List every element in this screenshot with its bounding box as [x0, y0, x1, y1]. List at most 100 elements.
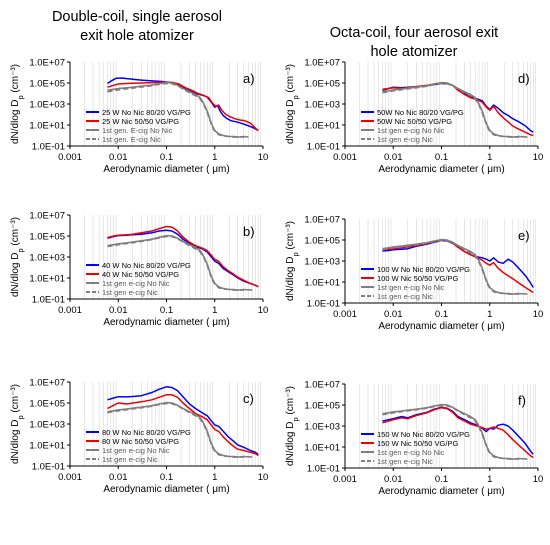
panel-c-x-axis-label: Aerodynamic diameter ( μm) [103, 484, 229, 495]
panel-f-y-tick-label: 1.0E+07 [304, 380, 340, 391]
panel-b-legend-label: 40 W No Nic 80/20 VG/PG [102, 261, 191, 270]
panel-a-y-tick-label: 1.0E+07 [29, 58, 65, 69]
panel-b-y-tick-label: 1.0E+03 [29, 253, 65, 264]
left-column-title: Double-coil, single aerosol exit hole at… [6, 8, 268, 46]
panel-a-legend-label: 1st gen. E-cig No Nic [102, 126, 173, 135]
panel-d-series-line-4 [382, 82, 519, 138]
panel-b-y-axis-label-main: dN/dlog D [10, 253, 21, 297]
panel-d-letter: d) [518, 71, 530, 86]
panel-d-x-tick-label: 0.001 [333, 152, 357, 163]
panel-f-legend-label: 1st gen e-cig No Nic [377, 448, 445, 457]
panel-e-letter: e) [518, 228, 530, 243]
panel-e-x-tick-label: 10 [533, 309, 544, 320]
panel-e-x-tick-label: 0.01 [384, 309, 403, 320]
panel-b-y-tick-label: 1.0E+01 [29, 274, 65, 285]
panel-e-series-line-2 [382, 239, 534, 294]
panel-e-x-tick-label: 0.1 [435, 309, 448, 320]
panel-a-y-tick-label: 1.0E+05 [29, 79, 65, 90]
panel-c-series-line-2 [107, 394, 259, 457]
panel-e-y-axis-label-subscript: p [291, 252, 300, 256]
panel-d-y-tick-label: 1.0E+03 [304, 100, 340, 111]
panel-c-legend-label: 1st gen e-cig No Nic [102, 446, 170, 455]
panel-d-y-axis-label: dN/dlog Dp (cm⁻³) [285, 64, 300, 144]
panel-b-x-tick-label: 0.01 [109, 305, 128, 316]
panel-a-x-axis-label: Aerodynamic diameter ( μm) [103, 164, 229, 175]
panel-a-letter: a) [243, 71, 255, 86]
panel-d-legend-label: 1st gen e-cig No Nic [377, 126, 445, 135]
panel-b-y-tick-label: 1.0E-01 [32, 295, 65, 306]
panel-f-series-line-4 [382, 404, 519, 460]
panel-f-y-axis-label-subscript: p [291, 417, 300, 421]
panel-f-series-line-2 [382, 406, 534, 459]
panel-a-x-tick-label: 0.01 [109, 152, 128, 163]
panel-f-legend-label: 1st gen e-cig Nic [377, 457, 433, 466]
panel-b-series-line-4 [107, 235, 244, 291]
panel-c-y-tick-label: 1.0E-01 [32, 462, 65, 473]
panel-b-x-axis-label: Aerodynamic diameter ( μm) [103, 317, 229, 328]
panel-b-x-tick-label: 1 [212, 305, 217, 316]
panel-c-letter: c) [243, 391, 254, 406]
panel-c-legend-label: 80 W No Nic 80/20 VG/PG [102, 428, 191, 437]
panel-e-y-tick-label: 1.0E+07 [304, 215, 340, 226]
panel-d-y-axis-label-main: dN/dlog D [285, 100, 296, 144]
panel-e-x-tick-label: 1 [487, 309, 492, 320]
panel-f-x-axis-label: Aerodynamic diameter ( μm) [378, 486, 504, 497]
panel-b-y-axis-label-unit: (cm⁻³) [10, 217, 21, 248]
panel-e-legend-label: 1st gen e-cig Nic [377, 292, 433, 301]
panel-c-series-line-1 [107, 386, 259, 456]
panel-e-y-axis-label-unit: (cm⁻³) [285, 221, 296, 252]
panel-b-x-tick-label: 0.001 [58, 305, 82, 316]
panel-e-y-axis-label: dN/dlog Dp (cm⁻³) [285, 221, 300, 301]
panel-f-y-axis-label-main: dN/dlog D [285, 422, 296, 466]
panel-c-x-tick-label: 0.001 [58, 472, 82, 483]
right-column-title-line-1: Octa-coil, four aerosol exit [329, 25, 499, 41]
panel-a-y-axis-label-unit: (cm⁻³) [10, 64, 21, 95]
panel-a-x-tick-label: 1 [212, 152, 217, 163]
panel-a-legend-label: 25 W No Nic 80/20 VG/PG [102, 108, 191, 117]
panel-a: 1.0E-01 1.0E+01 1.0E+03 1.0E+05 1.0E+07 0.001… [10, 58, 268, 176]
panel-e-legend-label: 100 W No Nic 80/20 VG/PG [377, 265, 470, 274]
panel-f: 1.0E-01 1.0E+01 1.0E+03 1.0E+05 1.0E+07 0.001… [285, 380, 543, 498]
panel-a-y-axis-label-main: dN/dlog D [10, 100, 21, 144]
panel-d-x-tick-label: 1 [487, 152, 492, 163]
panel-f-y-tick-label: 1.0E-01 [307, 464, 340, 475]
panel-a-x-tick-label: 0.1 [160, 152, 173, 163]
panel-d-legend-label: 50W No Nic 80/20 VG/PG [377, 108, 464, 117]
panel-f-letter: f) [518, 393, 526, 408]
panel-e-x-axis-label: Aerodynamic diameter ( μm) [378, 321, 504, 332]
left-column-title-line-1: Double-coil, single aerosol [51, 9, 223, 25]
panel-d-x-tick-label: 0.1 [435, 152, 448, 163]
panel-b-y-axis-label-subscript: p [16, 248, 25, 252]
panel-a-y-tick-label: 1.0E-01 [32, 142, 65, 153]
panel-a-legend-label: 1st gen. E-cig Nic [102, 135, 161, 144]
panel-a-x-tick-label: 0.001 [58, 152, 82, 163]
panel-d-x-tick-label: 10 [533, 152, 544, 163]
panel-e-y-tick-label: 1.0E+05 [304, 236, 340, 247]
panel-e-x-tick-label: 0.001 [333, 309, 357, 320]
panel-e-y-tick-label: 1.0E+03 [304, 257, 340, 268]
panel-d-x-tick-label: 0.01 [384, 152, 403, 163]
panel-b-x-tick-label: 10 [258, 305, 269, 316]
panel-b-legend-label: 40 W Nic 50/50 VG/PG [102, 270, 179, 279]
panel-c-y-axis-label: dN/dlog Dp (cm⁻³) [10, 384, 25, 464]
panel-f-x-tick-label: 0.001 [333, 474, 357, 485]
panel-e-legend-label: 1st gen e-cig No Nic [377, 283, 445, 292]
panel-b-y-tick-label: 1.0E+07 [29, 211, 65, 222]
panel-d-x-axis-label: Aerodynamic diameter ( μm) [378, 164, 504, 175]
panel-b-legend-label: 1st gen e-cig Nic [102, 288, 158, 297]
panel-d-y-axis-label-unit: (cm⁻³) [285, 64, 296, 95]
panel-d-y-tick-label: 1.0E+05 [304, 79, 340, 90]
panel-a-y-tick-label: 1.0E+01 [29, 121, 65, 132]
panel-d-y-axis-label-subscript: p [291, 95, 300, 99]
panel-c-x-tick-label: 1 [212, 472, 217, 483]
panel-d-legend-label: 50W Nic 50/50 VG/PG [377, 117, 452, 126]
panel-b-letter: b) [243, 224, 255, 239]
panel-a-series-line-2 [107, 81, 259, 132]
panel-d: 1.0E-01 1.0E+01 1.0E+03 1.0E+05 1.0E+07 0.001… [285, 58, 543, 176]
panel-c-y-axis-label-unit: (cm⁻³) [10, 384, 21, 415]
panel-f-y-axis-label-unit: (cm⁻³) [285, 386, 296, 417]
panel-c: 1.0E-01 1.0E+01 1.0E+03 1.0E+05 1.0E+07 0.001… [10, 378, 268, 496]
panel-f-y-tick-label: 1.0E+05 [304, 401, 340, 412]
panel-d-legend-label: 1st gen e-cig Nic [377, 135, 433, 144]
